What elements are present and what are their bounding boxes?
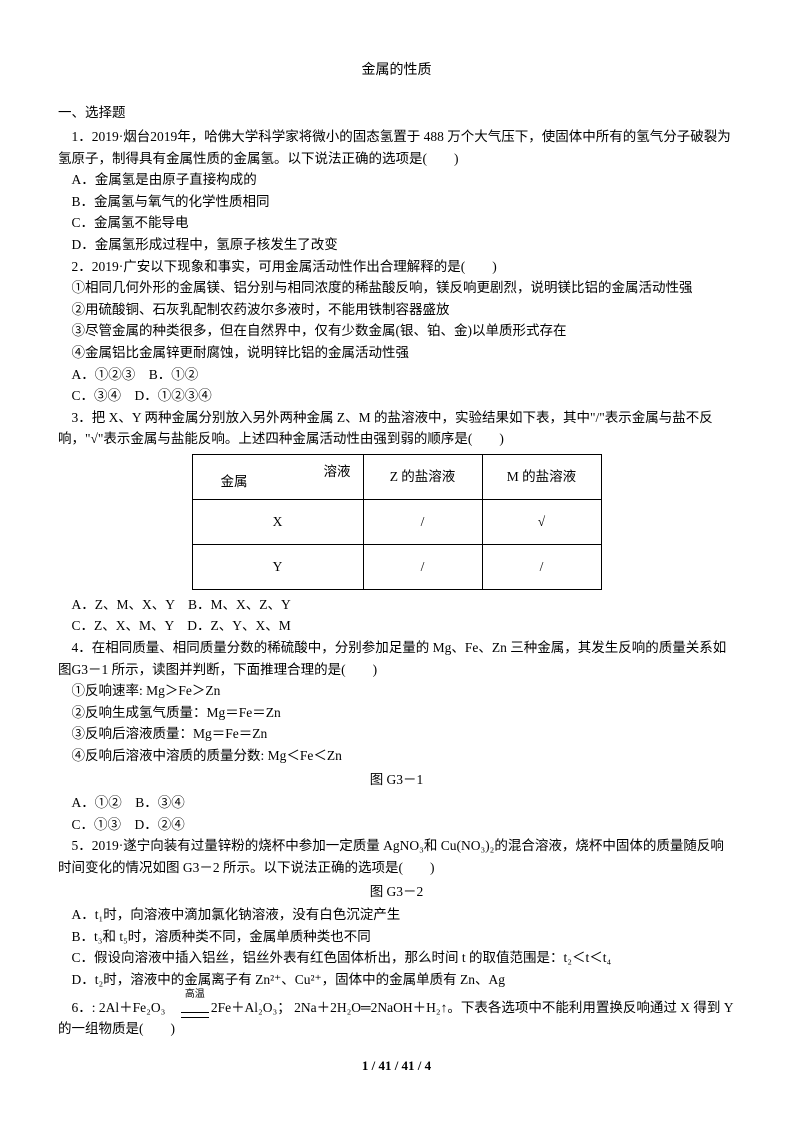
table-cell: /	[363, 499, 482, 544]
q6-eq1-left: 2Al＋Fe₂O₃	[99, 1000, 165, 1015]
table-cell: √	[482, 499, 601, 544]
table-head-diag: 溶液 金属	[192, 454, 363, 499]
q5-opt-d: D．t₂时，溶液中的金属离子有 Zn²⁺、Cu²⁺，固体中的金属单质有 Zn、A…	[58, 969, 735, 991]
q4-l1: ①反响速率: Mg＞Fe＞Zn	[58, 680, 735, 702]
table-cell: X	[192, 499, 363, 544]
q3-table: 溶液 金属 Z 的盐溶液 M 的盐溶液 X / √ Y / /	[192, 454, 602, 590]
q2-l2: ②用硫酸铜、石灰乳配制农药波尔多液时，不能用铁制容器盛放	[58, 299, 735, 321]
diag-top-label: 溶液	[324, 461, 351, 483]
q1-opt-d: D．金属氢形成过程中，氢原子核发生了改变	[58, 234, 735, 256]
q4-stem: 4．在相同质量、相同质量分数的稀硫酸中，分别参加足量的 Mg、Fe、Zn 三种金…	[58, 637, 735, 680]
q4-opt-c: C．①③ D．②④	[58, 814, 735, 836]
q2-l4: ④金属铝比金属锌更耐腐蚀，说明锌比铝的金属活动性强	[58, 342, 735, 364]
q4-l3: ③反响后溶液质量：Mg＝Fe＝Zn	[58, 723, 735, 745]
q4-l2: ②反响生成氢气质量：Mg＝Fe＝Zn	[58, 702, 735, 724]
q6-prefix: 6．:	[72, 1000, 96, 1015]
q5-opt-b: B．t₃和 t₅时，溶质种类不同，金属单质种类也不同	[58, 926, 735, 948]
q3-opt-c: C．Z、X、M、Y D．Z、Y、X、M	[58, 615, 735, 637]
q4-opt-a: A．①② B．③④	[58, 792, 735, 814]
q1-opt-a: A．金属氢是由原子直接构成的	[58, 169, 735, 191]
table-cell: Y	[192, 544, 363, 589]
section-heading: 一、选择题	[58, 102, 735, 124]
q6-eq2: 2Na＋2H₂O═2NaOH＋H₂↑	[294, 1000, 447, 1015]
q3-stem: 3．把 X、Y 两种金属分别放入另外两种金属 Z、M 的盐溶液中，实验结果如下表…	[58, 407, 735, 450]
q2-opt-c: C．③④ D．①②③④	[58, 385, 735, 407]
page-title: 金属的性质	[58, 60, 735, 82]
q1-opt-b: B．金属氢与氧气的化学性质相同	[58, 191, 735, 213]
table-head-c3: M 的盐溶液	[482, 454, 601, 499]
q5-opt-c: C．假设向溶液中插入铝丝，铝丝外表有红色固体析出，那么时间 t 的取值范围是：t…	[58, 947, 735, 969]
eq-condition: 高温	[165, 997, 211, 1019]
page-footer: 1 / 41 / 41 / 4	[58, 1056, 735, 1077]
table-cell: /	[482, 544, 601, 589]
q5-stem: 5．2019·遂宁向装有过量锌粉的烧杯中参加一定质量 AgNO₃和 Cu(NO₃…	[58, 835, 735, 878]
q2-l1: ①相同几何外形的金属镁、铝分别与相同浓度的稀盐酸反响，镁反响更剧烈，说明镁比铝的…	[58, 277, 735, 299]
q3-opt-a: A．Z、M、X、Y B．M、X、Z、Y	[58, 594, 735, 616]
q2-l3: ③尽管金属的种类很多，但在自然界中，仅有少数金属(银、铂、金)以单质形式存在	[58, 320, 735, 342]
q6-stem: 6．: 2Al＋Fe₂O₃高温2Fe＋Al₂O₃； 2Na＋2H₂O═2NaOH…	[58, 997, 735, 1040]
q1-stem: 1．2019·烟台2019年，哈佛大学科学家将微小的固态氢置于 488 万个大气…	[58, 126, 735, 169]
q2-stem: 2．2019·广安以下现象和事实，可用金属活动性作出合理解释的是( )	[58, 256, 735, 278]
q5-figure-label: 图 G3－2	[58, 881, 735, 903]
q6-eq1-right: 2Fe＋Al₂O₃；	[211, 1000, 291, 1015]
q1-opt-c: C．金属氢不能导电	[58, 212, 735, 234]
q5-opt-a: A．t₁时，向溶液中滴加氯化钠溶液，没有白色沉淀产生	[58, 904, 735, 926]
q4-l4: ④反响后溶液中溶质的质量分数: Mg＜Fe＜Zn	[58, 745, 735, 767]
table-cell: /	[363, 544, 482, 589]
q4-figure-label: 图 G3－1	[58, 769, 735, 791]
q2-opt-a: A．①②③ B．①②	[58, 364, 735, 386]
table-head-c2: Z 的盐溶液	[363, 454, 482, 499]
diag-bot-label: 金属	[221, 471, 248, 493]
